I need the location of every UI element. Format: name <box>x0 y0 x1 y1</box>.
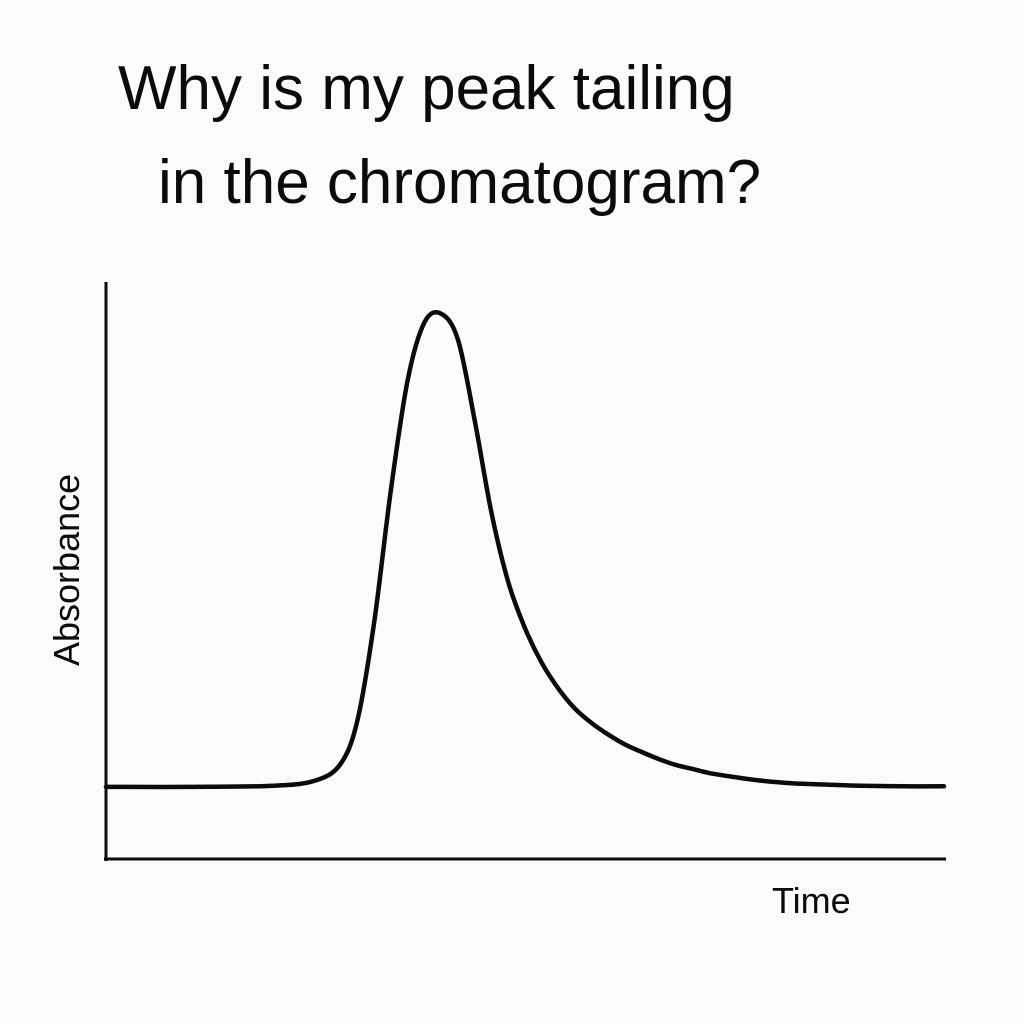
title-line-1: Why is my peak tailing <box>118 54 735 123</box>
data-point-9 <box>422 320 426 324</box>
data-points <box>104 312 946 789</box>
data-point-30 <box>825 783 829 787</box>
data-point-25 <box>691 767 695 771</box>
data-point-31 <box>858 784 862 788</box>
series-line <box>103 310 947 790</box>
data-point-19 <box>590 721 594 725</box>
data-point-10 <box>439 312 443 316</box>
data-point-21 <box>624 743 628 747</box>
data-point-1 <box>188 785 192 789</box>
data-point-4 <box>339 762 343 766</box>
data-point-16 <box>540 661 544 665</box>
data-point-2 <box>272 784 276 788</box>
data-point-29 <box>791 781 795 785</box>
data-point-32 <box>900 784 904 788</box>
data-point-15 <box>523 626 527 630</box>
data-point-11 <box>456 338 460 342</box>
data-point-22 <box>640 750 644 754</box>
title-line-2: in the chromatogram? <box>158 148 762 217</box>
y-axis-label: Absorbance <box>46 474 87 666</box>
data-point-18 <box>573 707 577 711</box>
data-point-3 <box>314 779 318 783</box>
data-point-24 <box>674 763 678 767</box>
data-point-12 <box>473 418 477 422</box>
data-point-28 <box>758 779 762 783</box>
data-point-13 <box>489 511 493 515</box>
data-point-27 <box>733 775 737 779</box>
data-point-6 <box>372 620 376 624</box>
data-point-14 <box>506 580 510 584</box>
data-point-33 <box>942 784 946 788</box>
data-point-23 <box>657 757 661 761</box>
data-point-8 <box>406 378 410 382</box>
data-point-5 <box>355 719 359 723</box>
data-point-7 <box>389 488 393 492</box>
data-point-20 <box>607 733 611 737</box>
data-point-17 <box>557 687 561 691</box>
x-axis-label: Time <box>772 880 851 921</box>
data-point-26 <box>707 771 711 775</box>
data-point-0 <box>104 785 108 789</box>
